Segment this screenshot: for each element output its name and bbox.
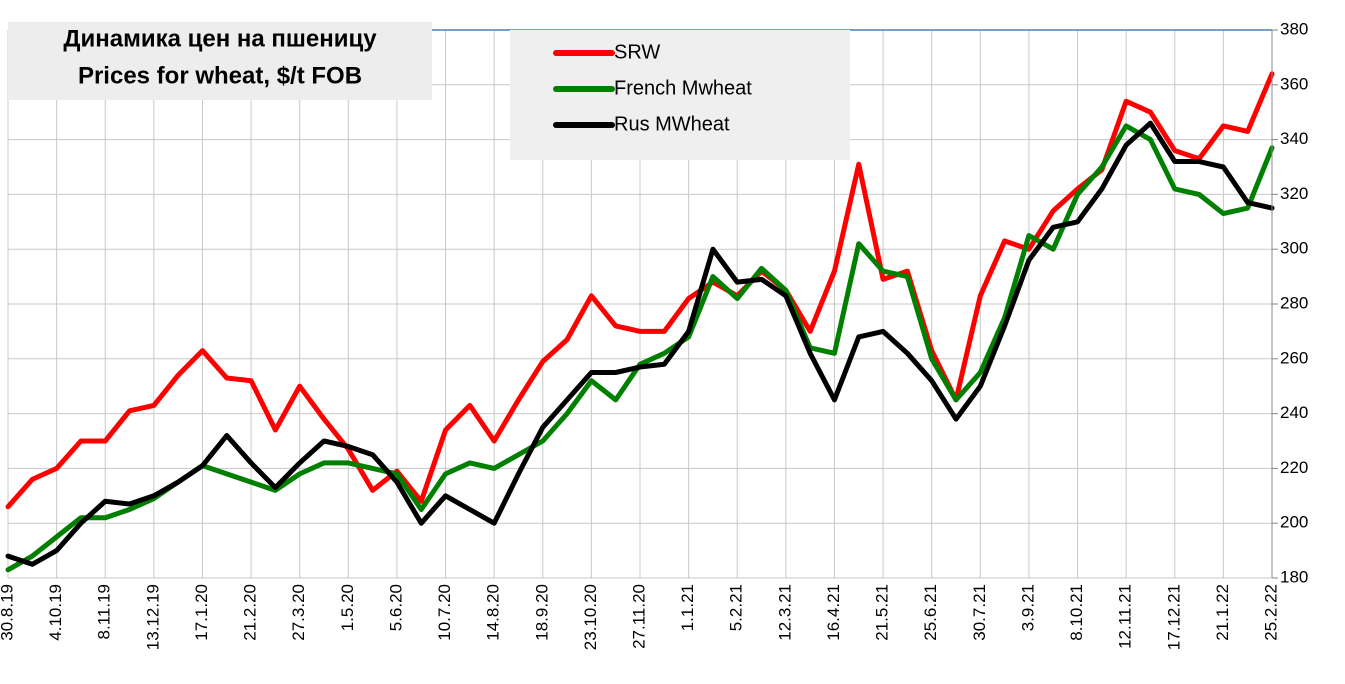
x-tick-label: 12.3.21 [775,584,794,641]
x-tick-label: 14.8.20 [484,584,503,641]
x-tick-label: 10.7.20 [435,584,454,641]
x-tick-label: 17.12.21 [1164,584,1183,650]
y-tick-label: 220 [1280,458,1308,477]
x-tick-label: 8.11.19 [95,584,114,639]
legend-label: Rus MWheat [614,113,730,135]
x-tick-label: 5.6.20 [386,584,405,631]
y-tick-label: 200 [1280,513,1308,532]
series-line [5,123,1275,573]
y-tick-label: 340 [1280,129,1308,148]
x-tick-label: 1.1.21 [678,584,697,631]
x-tick-label: 21.2.20 [241,584,260,641]
x-tick-label: 23.10.20 [581,584,600,650]
x-tick-label: 1.5.20 [338,584,357,631]
y-tick-label: 320 [1280,184,1308,203]
series-line [5,120,1275,567]
y-tick-label: 300 [1280,239,1308,258]
x-tick-label: 21.1.22 [1213,584,1232,641]
x-tick-label: 25.6.21 [921,584,940,641]
y-tick-label: 360 [1280,74,1308,93]
x-tick-label: 27.11.20 [629,584,648,649]
title-box [8,22,432,100]
x-tick-label: 8.10.21 [1067,584,1086,641]
y-tick-label: 380 [1280,19,1308,38]
x-tick-label: 12.11.21 [1116,584,1135,649]
y-tick-label: 240 [1280,403,1308,422]
x-tick-label: 25.2.22 [1261,584,1280,641]
series-line [5,71,1275,510]
x-tick-label: 18.9.20 [532,584,551,641]
x-tick-label: 16.4.21 [824,584,843,641]
x-tick-label: 3.9.21 [1018,584,1037,631]
x-tick-label: 4.10.19 [46,584,65,641]
x-tick-label: 5.2.21 [727,584,746,631]
x-tick-label: 13.12.19 [143,584,162,650]
lines [5,71,1275,573]
legend-label: SRW [614,41,660,63]
x-tick-label: 27.3.20 [289,584,308,641]
x-tick-label: 30.8.19 [0,584,16,641]
y-tick-label: 260 [1280,348,1308,367]
x-tick-label: 21.5.21 [873,584,892,641]
x-tick-label: 30.7.21 [970,584,989,641]
legend-label: French Mwheat [614,77,752,99]
legend: SRW French Mwheat Rus MWheat [553,41,752,135]
x-tick-label: 17.1.20 [192,584,211,641]
y-tick-label: 280 [1280,293,1308,312]
y-tick-label: 180 [1280,567,1308,586]
chart-title: Динамика цен на пшеницу [63,25,377,52]
chart-subtitle: Prices for wheat, $/t FOB [78,62,362,89]
